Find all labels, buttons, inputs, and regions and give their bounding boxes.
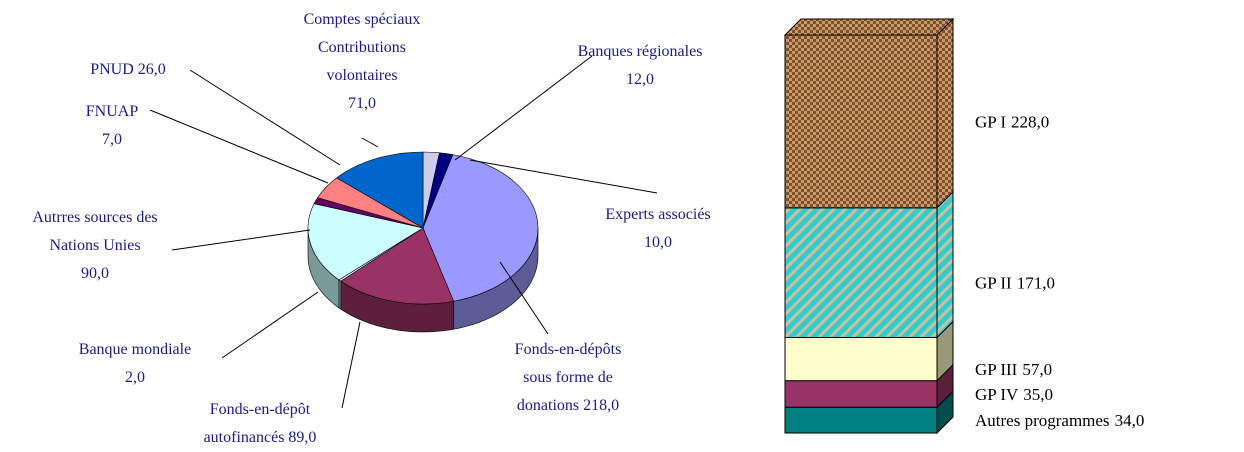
bar-segment: [784, 207, 938, 338]
slice-name: Fonds-en-dépôt autofinancés: [203, 401, 311, 446]
segment-value: 57,0: [1022, 360, 1052, 379]
leader-line: [189, 69, 341, 166]
bar-top: [783, 18, 955, 36]
slice-name: Autrres sources des Nations Unies: [32, 209, 158, 254]
bar-side: [936, 17, 954, 210]
slice-value: 89,0: [288, 429, 317, 446]
slice-name: Banque mondiale: [78, 341, 192, 358]
slice-label: Experts associés 10,0: [578, 201, 738, 257]
slice-value: 218,0: [583, 397, 620, 414]
slice-name: PNUD: [90, 61, 134, 78]
bar-side: [936, 190, 954, 339]
leader-line: [361, 137, 379, 148]
pie-slice: [340, 227, 455, 305]
segment-label: GP I 228,0: [975, 112, 1049, 131]
segment-name: GP I: [975, 112, 1006, 131]
segment-label: Autres programmes 34,0: [975, 411, 1144, 430]
slice-label: Comptes spéciaux Contributions volontair…: [292, 6, 432, 118]
segment-name: Autres programmes: [975, 411, 1110, 430]
slice-label: Banque mondiale 2,0: [55, 336, 215, 392]
segment-name: GP II: [975, 274, 1012, 293]
slice-value: 10,0: [644, 234, 672, 251]
pie-slice: [307, 203, 424, 281]
slice-value: 7,0: [102, 131, 122, 148]
slice-label: PNUD 26,0: [63, 56, 193, 84]
leader-line: [469, 159, 658, 194]
segment-label: GP II 171,0: [975, 274, 1055, 293]
pie-slice: [422, 154, 539, 302]
slice-name: FNUAP: [85, 103, 139, 120]
slice-label: Banques régionales 12,0: [555, 38, 725, 94]
segment-value: 171,0: [1017, 274, 1055, 293]
bar-segment: [784, 406, 938, 434]
slice-label: Autrres sources des Nations Unies 90,0: [31, 204, 159, 288]
leader-line: [454, 55, 593, 161]
segment-label: GP IV 35,0: [975, 385, 1053, 404]
slice-label: Fonds-en-dépôts sous forme de donations …: [507, 336, 629, 420]
leader-line: [341, 321, 361, 409]
slice-name: Banques régionales: [577, 43, 703, 60]
slice-value: 90,0: [81, 265, 109, 282]
slice-value: 26,0: [137, 61, 166, 78]
leader-line: [221, 291, 319, 359]
leader-line: [499, 261, 549, 335]
slice-label: FNUAP 7,0: [72, 98, 152, 154]
bar-segment: [784, 336, 938, 382]
slice-name: Fonds-en-dépôts sous forme de donations: [514, 341, 622, 414]
slice-value: 2,0: [125, 369, 145, 386]
bar-segment: [784, 380, 938, 408]
slice-value: 12,0: [626, 71, 654, 88]
slice-value: 71,0: [348, 95, 376, 112]
slice-name: Experts associés: [605, 206, 711, 223]
leader-line: [149, 109, 329, 184]
bar-segment: [784, 34, 938, 209]
slice-label: Fonds-en-dépôt autofinancés 89,0: [179, 396, 341, 452]
segment-value: 35,0: [1023, 385, 1053, 404]
segment-value: 228,0: [1011, 112, 1049, 131]
pie-slice: [336, 151, 424, 229]
leader-line: [171, 229, 311, 251]
segment-name: GP IV: [975, 385, 1019, 404]
segment-value: 34,0: [1115, 411, 1145, 430]
slice-name: Comptes spéciaux Contributions volontair…: [303, 11, 421, 84]
segment-label: GP III 57,0: [975, 360, 1052, 379]
segment-name: GP III: [975, 360, 1018, 379]
